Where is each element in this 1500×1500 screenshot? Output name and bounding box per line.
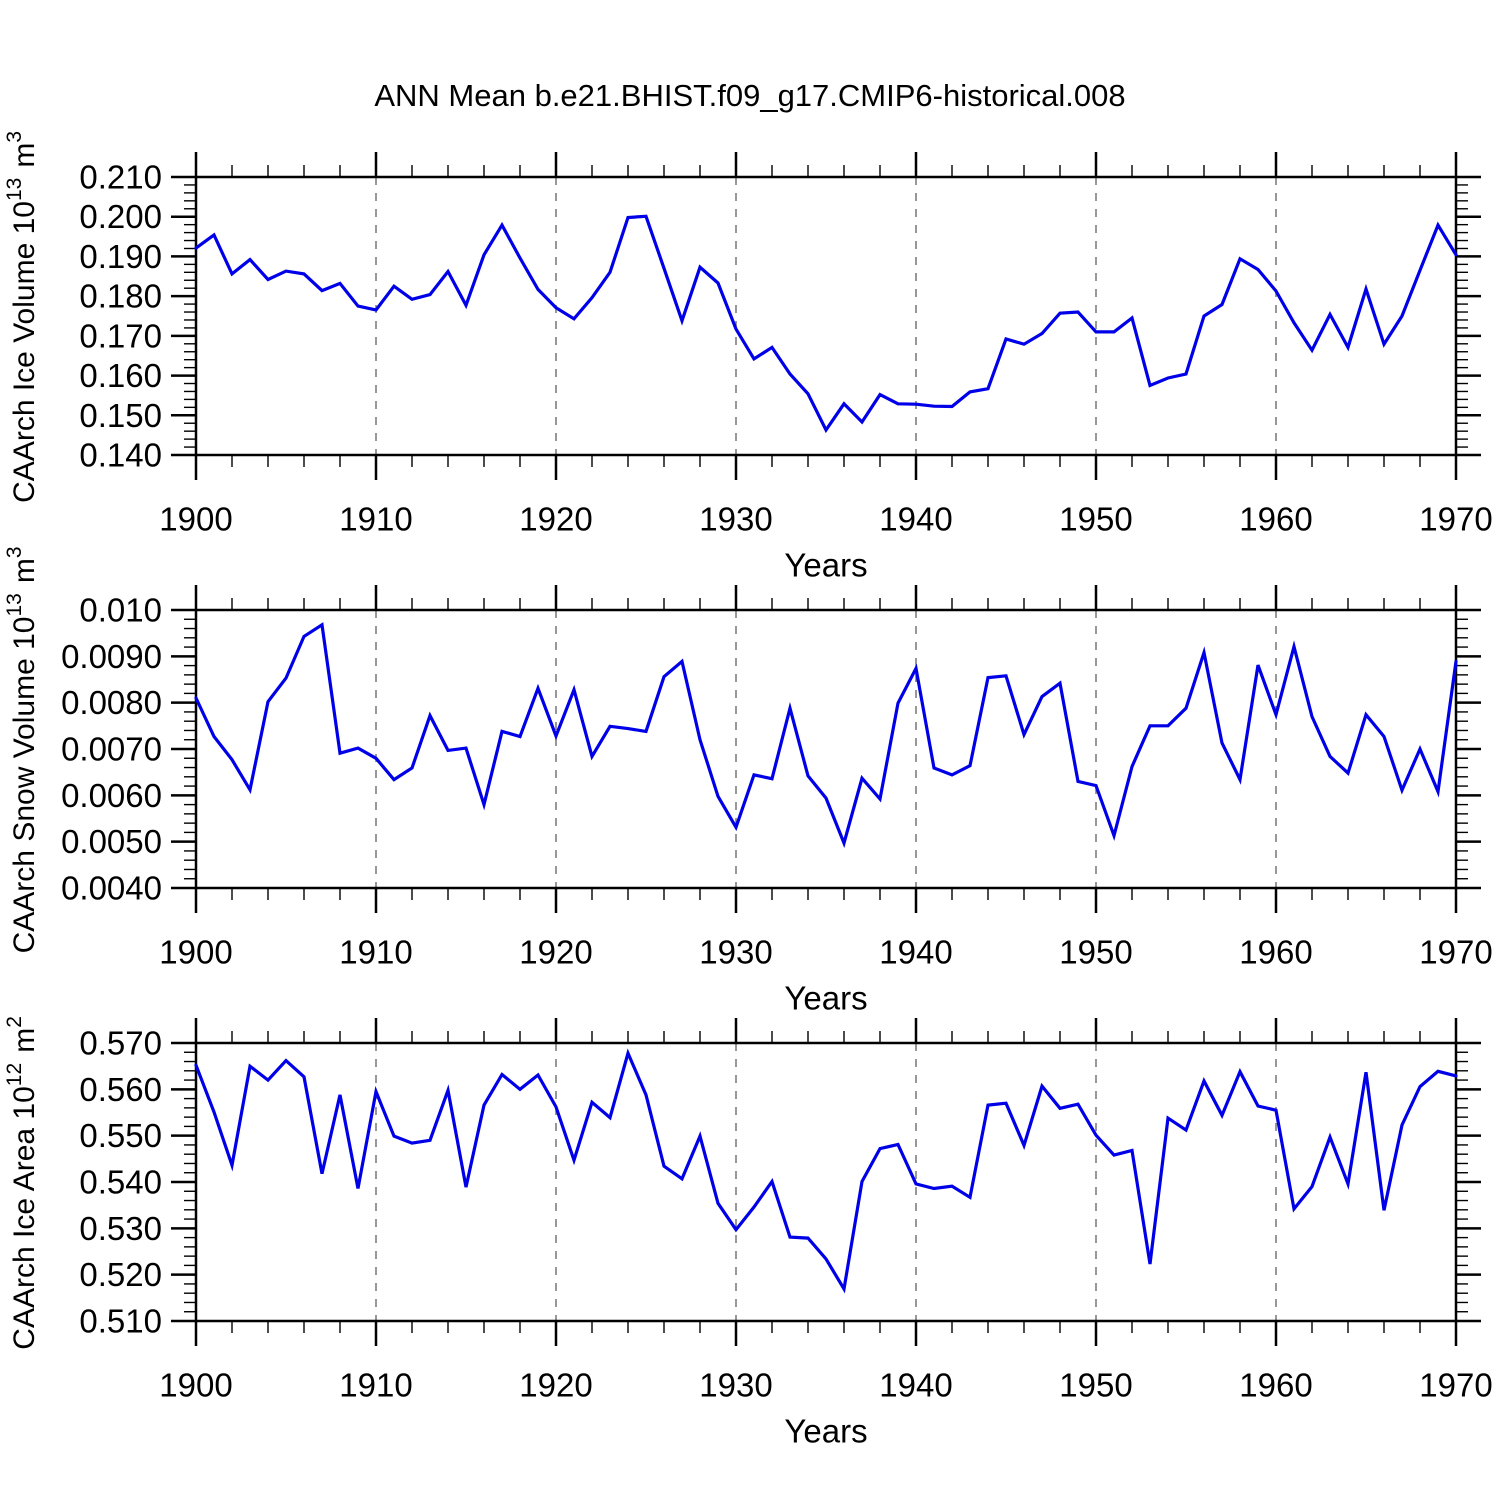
svg-text:0.0040: 0.0040	[61, 870, 162, 907]
decade-gridlines	[375, 1043, 1277, 1321]
plot-frame	[194, 175, 1458, 457]
figure-title: ANN Mean b.e21.BHIST.f09_g17.CMIP6-histo…	[374, 78, 1126, 113]
svg-text:1920: 1920	[519, 501, 592, 538]
svg-text:0.560: 0.560	[79, 1071, 162, 1108]
x-ticks	[194, 585, 1458, 913]
plot-frame	[194, 1041, 1458, 1323]
x-ticks	[194, 1018, 1458, 1346]
y-ticks	[171, 608, 1481, 890]
plot-frame	[194, 608, 1458, 890]
svg-text:1960: 1960	[1239, 1367, 1312, 1404]
svg-text:0.0060: 0.0060	[61, 777, 162, 814]
decade-gridlines	[375, 610, 1277, 888]
y-axis-title: CAArch Snow Volume 1013 m3	[3, 545, 41, 954]
x-tick-labels: 1900 1910 1920 1930 1940 1950 1960 1970	[159, 1367, 1492, 1404]
y-tick-labels: 0.510 0.520 0.530 0.540 0.550 0.560 0.570	[79, 1025, 162, 1340]
y-ticks	[171, 1041, 1481, 1323]
svg-text:0.570: 0.570	[79, 1025, 162, 1062]
svg-text:1970: 1970	[1419, 934, 1492, 971]
svg-text:1900: 1900	[159, 1367, 232, 1404]
svg-text:0.0080: 0.0080	[61, 684, 162, 721]
svg-text:0.200: 0.200	[79, 198, 162, 235]
svg-text:1920: 1920	[519, 1367, 592, 1404]
y-ticks	[171, 175, 1481, 457]
svg-text:0.170: 0.170	[79, 317, 162, 354]
svg-text:1910: 1910	[339, 501, 412, 538]
svg-text:1970: 1970	[1419, 1367, 1492, 1404]
svg-text:0.0070: 0.0070	[61, 731, 162, 768]
series-line-ice-volume	[194, 214, 1458, 434]
y-axis-title: CAArch Ice Area 1012 m2	[3, 1014, 41, 1349]
svg-text:0.520: 0.520	[79, 1256, 162, 1293]
svg-text:0.160: 0.160	[79, 357, 162, 394]
decade-gridlines	[375, 177, 1277, 455]
y-tick-labels: 0.0040 0.0050 0.0060 0.0070 0.0080 0.0090 0.01…	[61, 592, 162, 907]
panel-ice-volume: 0.1400.1500.1600.1700.1800.1900.2000.210…	[3, 129, 1493, 584]
svg-text:1950: 1950	[1059, 501, 1132, 538]
x-tick-labels: 1900 1910 1920 1930 1940 1950 1960 1970	[159, 934, 1492, 971]
svg-text:0.150: 0.150	[79, 397, 162, 434]
svg-text:1910: 1910	[339, 1367, 412, 1404]
x-axis-title: Years	[784, 1413, 867, 1450]
svg-text:0.540: 0.540	[79, 1164, 162, 1201]
svg-text:0.210: 0.210	[79, 159, 162, 196]
svg-text:0.180: 0.180	[79, 278, 162, 315]
svg-text:0.190: 0.190	[79, 238, 162, 275]
svg-text:1950: 1950	[1059, 934, 1132, 971]
svg-text:1920: 1920	[519, 934, 592, 971]
svg-text:1960: 1960	[1239, 501, 1312, 538]
svg-text:0.010: 0.010	[79, 592, 162, 629]
svg-text:0.510: 0.510	[79, 1303, 162, 1340]
x-ticks	[194, 152, 1458, 480]
x-tick-labels: 1900 1910 1920 1930 1940 1950 1960 1970	[159, 501, 1492, 538]
svg-text:1970: 1970	[1419, 501, 1492, 538]
svg-text:0.550: 0.550	[79, 1117, 162, 1154]
svg-text:1960: 1960	[1239, 934, 1312, 971]
svg-text:0.0050: 0.0050	[61, 823, 162, 860]
svg-text:0.140: 0.140	[79, 437, 162, 474]
panel-snow-volume: 0.0040 0.0050 0.0060 0.0070 0.0080 0.0090 0.01…	[3, 545, 1493, 1017]
svg-text:1940: 1940	[879, 1367, 952, 1404]
svg-text:0.530: 0.530	[79, 1210, 162, 1247]
series-line-ice-area	[194, 1048, 1458, 1294]
y-axis-title: CAArch Ice Volume 1013 m3	[3, 129, 41, 503]
series-line-snow-volume	[194, 622, 1458, 849]
x-axis-title: Years	[784, 980, 867, 1017]
svg-text:1910: 1910	[339, 934, 412, 971]
svg-text:1900: 1900	[159, 934, 232, 971]
svg-text:1900: 1900	[159, 501, 232, 538]
svg-text:1950: 1950	[1059, 1367, 1132, 1404]
svg-text:0.0090: 0.0090	[61, 638, 162, 675]
x-axis-title: Years	[784, 547, 867, 584]
svg-text:1930: 1930	[699, 501, 772, 538]
svg-text:1940: 1940	[879, 501, 952, 538]
svg-text:1930: 1930	[699, 1367, 772, 1404]
svg-text:1930: 1930	[699, 934, 772, 971]
svg-text:1940: 1940	[879, 934, 952, 971]
